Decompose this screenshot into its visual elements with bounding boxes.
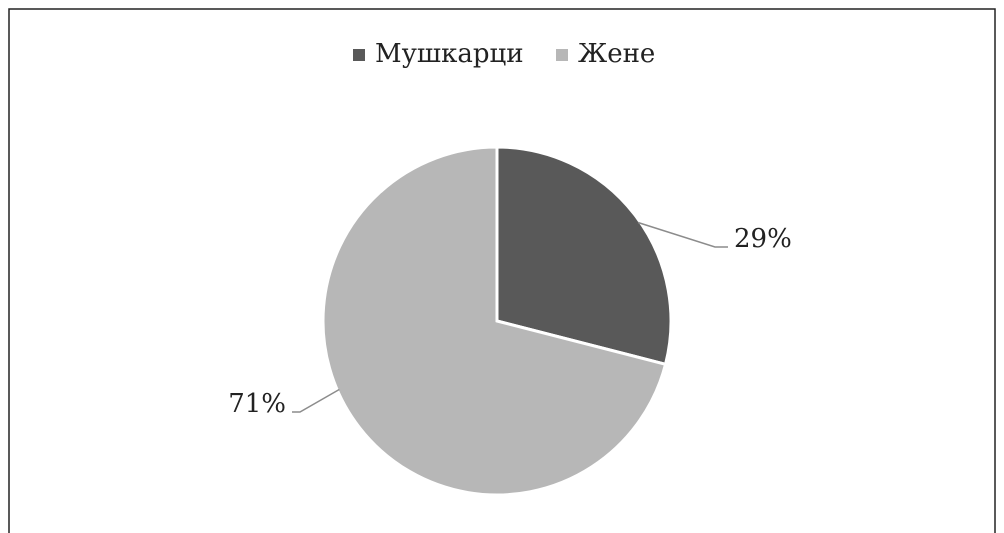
legend-label: Мушкарци	[375, 39, 524, 69]
legend-swatch	[353, 49, 365, 61]
pie-slice	[495, 145, 673, 367]
data-label: 71%	[228, 389, 286, 419]
data-label: 29%	[734, 224, 792, 254]
legend-label: Жене	[578, 39, 655, 69]
pie-slice	[321, 145, 668, 497]
leader-line	[637, 221, 728, 248]
legend-swatch	[556, 49, 568, 61]
leader-line	[292, 388, 340, 413]
